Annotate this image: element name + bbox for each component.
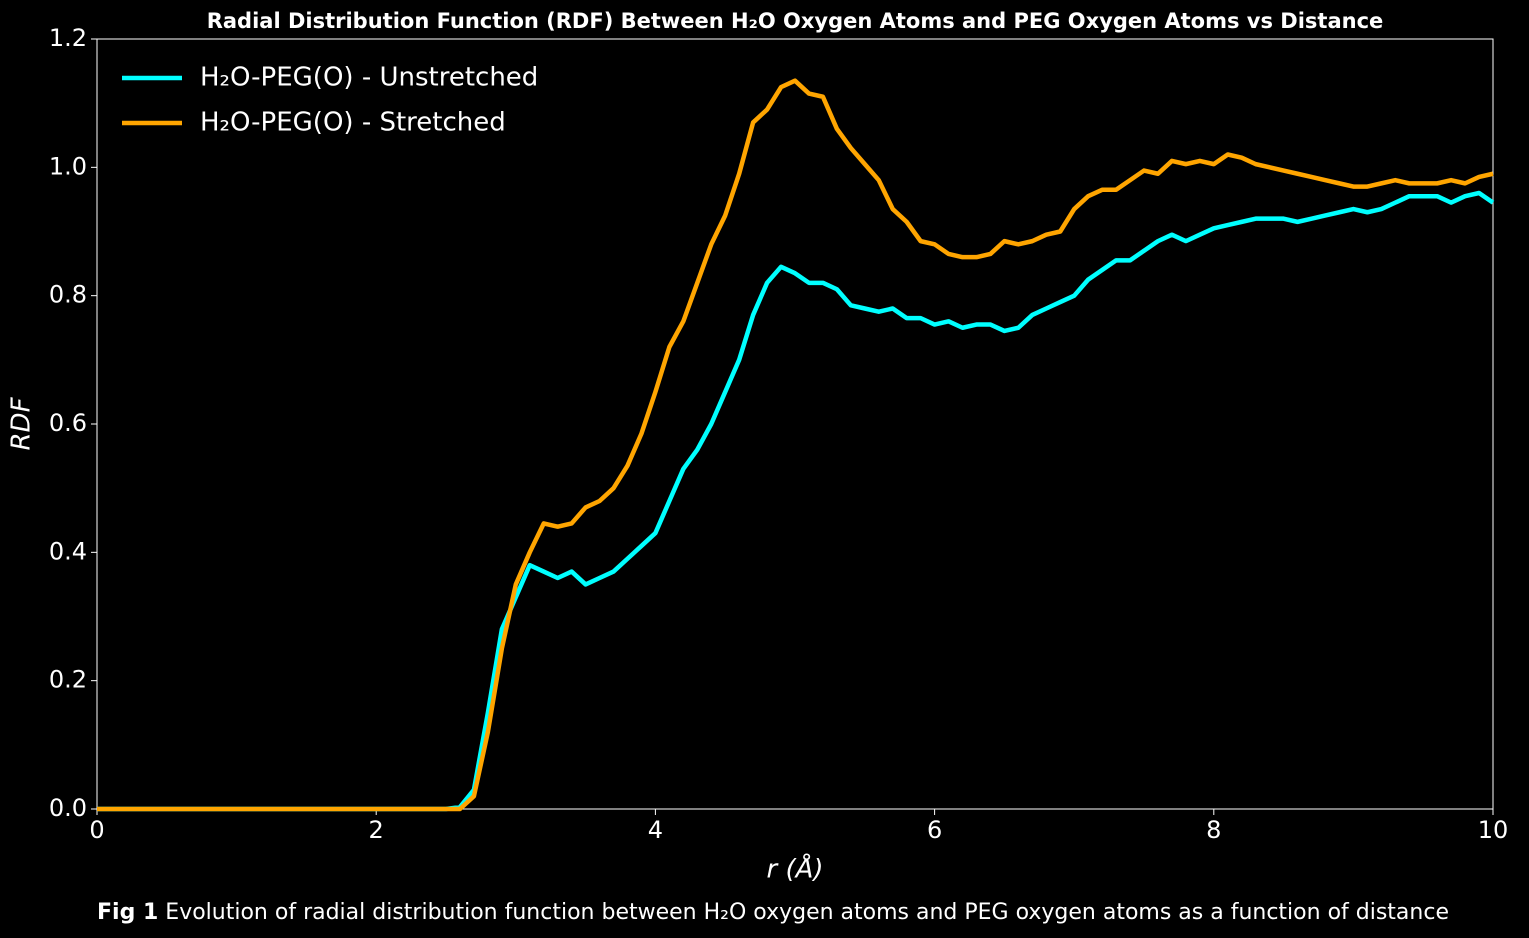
data-line bbox=[97, 78, 1494, 812]
x-tick-label: 8 bbox=[1206, 816, 1221, 844]
x-tick-label: 10 bbox=[1478, 816, 1509, 844]
y-tick-label: 0.2 bbox=[49, 666, 87, 694]
y-axis-label: RDF bbox=[7, 396, 37, 450]
y-tick-label: 0.8 bbox=[49, 281, 87, 309]
x-axis-label: r (Å) bbox=[766, 853, 823, 885]
y-tick-label: 1.2 bbox=[49, 24, 87, 52]
caption-text: Evolution of radial distribution functio… bbox=[165, 900, 1449, 925]
x-tick-label: 2 bbox=[369, 816, 384, 844]
x-tick-label: 6 bbox=[927, 816, 942, 844]
y-tick-label: 0.6 bbox=[49, 409, 87, 437]
caption: Fig 1 Evolution of radial distribution f… bbox=[97, 900, 1449, 925]
caption-label: Fig 1 bbox=[97, 900, 158, 925]
y-tick-label: 0.4 bbox=[49, 537, 87, 565]
x-tick-label: 4 bbox=[648, 816, 663, 844]
y-tick-label: 1.0 bbox=[49, 152, 87, 180]
chart-title: Radial Distribution Function (RDF) Betwe… bbox=[207, 9, 1384, 33]
y-tick-label: 0.0 bbox=[49, 794, 87, 822]
legend-label: H₂O-PEG(O) - Unstretched bbox=[200, 63, 538, 93]
x-tick-label: 0 bbox=[89, 816, 104, 844]
legend-label: H₂O-PEG(O) - Stretched bbox=[200, 108, 506, 138]
